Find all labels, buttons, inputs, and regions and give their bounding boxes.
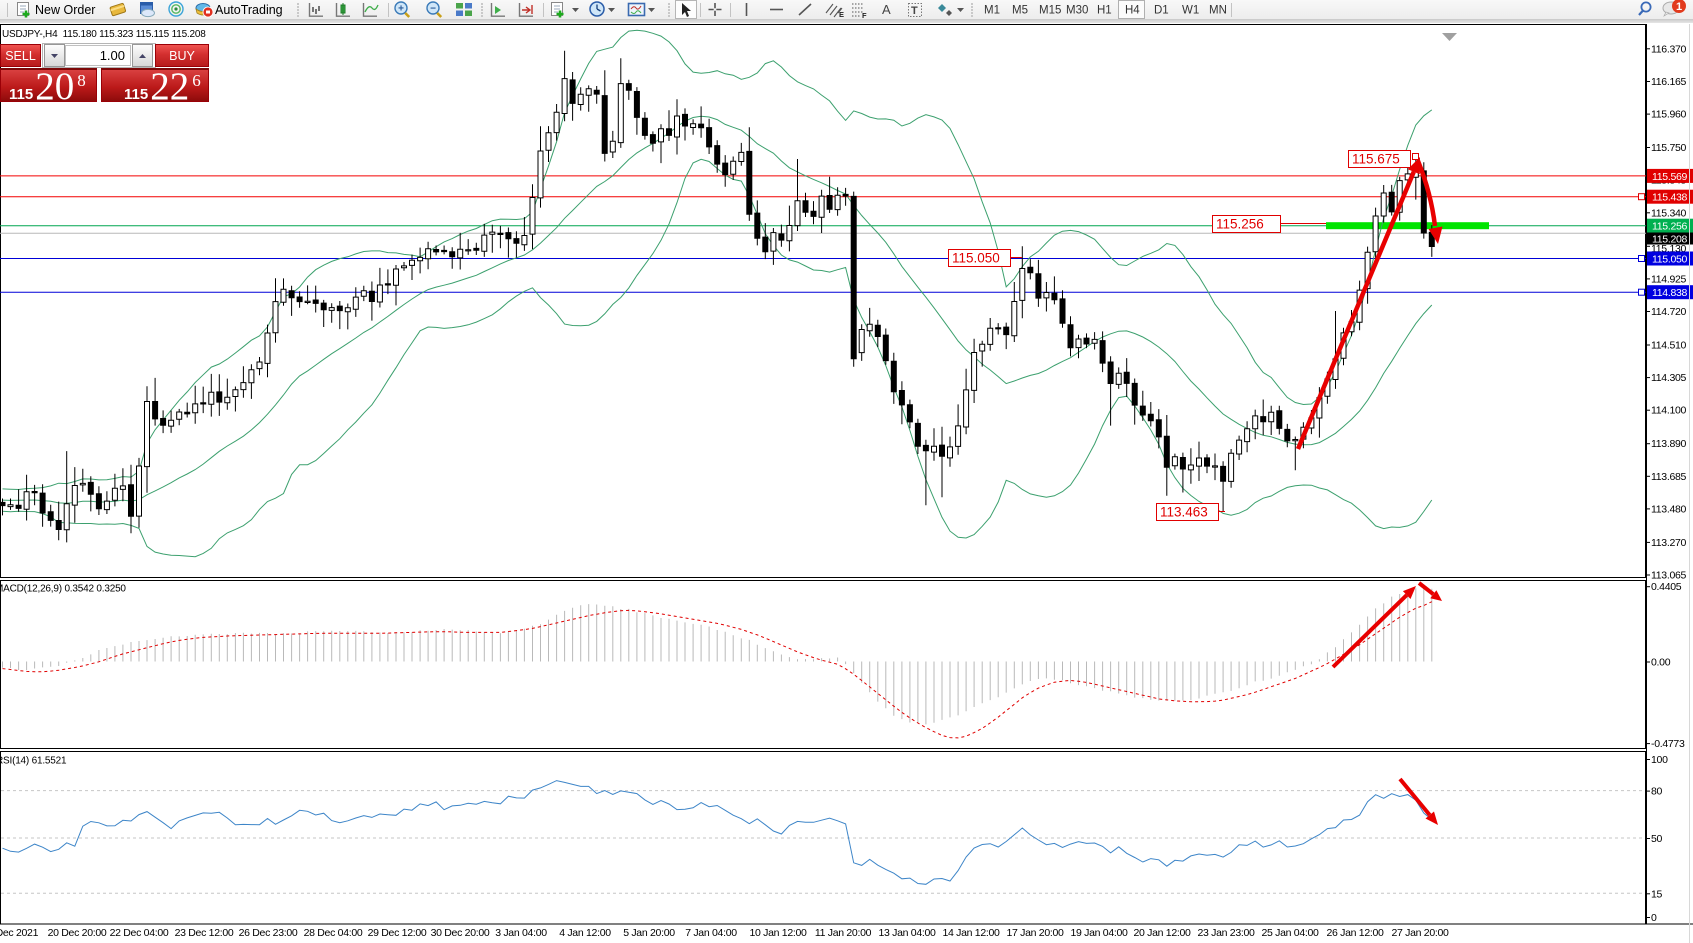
- svg-text:50: 50: [1651, 833, 1663, 845]
- svg-text:New Order: New Order: [35, 3, 95, 17]
- svg-text:1: 1: [1676, 1, 1682, 13]
- svg-text:5 Jan 20:00: 5 Jan 20:00: [623, 927, 675, 939]
- svg-text:113.065: 113.065: [1651, 570, 1687, 582]
- svg-text:29 Dec 12:00: 29 Dec 12:00: [368, 927, 427, 939]
- svg-text:113.890: 113.890: [1651, 438, 1687, 450]
- svg-text:23 Jan 23:00: 23 Jan 23:00: [1197, 927, 1255, 939]
- svg-text:116.165: 116.165: [1651, 76, 1687, 88]
- svg-text:0: 0: [1651, 912, 1657, 924]
- svg-text:113.463: 113.463: [1160, 505, 1208, 520]
- svg-text:114.100: 114.100: [1651, 405, 1687, 417]
- svg-text:AutoTrading: AutoTrading: [215, 3, 283, 17]
- svg-text:−: −: [430, 4, 436, 15]
- svg-text:MN: MN: [1209, 5, 1227, 17]
- svg-text:114.305: 114.305: [1651, 372, 1687, 384]
- svg-text:4 Jan 12:00: 4 Jan 12:00: [559, 927, 611, 939]
- svg-text:26 Dec 23:00: 26 Dec 23:00: [239, 927, 298, 939]
- svg-text:0.00: 0.00: [1651, 657, 1671, 669]
- svg-text:RSI(14) 61.5521: RSI(14) 61.5521: [0, 756, 67, 767]
- svg-text:MACD(12,26,9) 0.3542 0.3250: MACD(12,26,9) 0.3542 0.3250: [0, 584, 126, 595]
- svg-text:115.050: 115.050: [952, 251, 1000, 266]
- svg-text:M30: M30: [1066, 5, 1088, 17]
- svg-text:80: 80: [1651, 786, 1663, 798]
- svg-text:23 Dec 12:00: 23 Dec 12:00: [175, 927, 234, 939]
- svg-text:113.480: 113.480: [1651, 503, 1687, 515]
- svg-text:113.685: 113.685: [1651, 471, 1687, 483]
- svg-text:3 Jan 04:00: 3 Jan 04:00: [495, 927, 547, 939]
- svg-text:114.838: 114.838: [1652, 287, 1688, 299]
- svg-text:-0.4773: -0.4773: [1651, 738, 1685, 750]
- svg-text:22 Dec 04:00: 22 Dec 04:00: [110, 927, 169, 939]
- svg-text:28 Dec 04:00: 28 Dec 04:00: [304, 927, 363, 939]
- svg-text:30 Dec 20:00: 30 Dec 20:00: [431, 927, 490, 939]
- svg-text:115.438: 115.438: [1652, 192, 1688, 204]
- svg-text:26 Jan 12:00: 26 Jan 12:00: [1326, 927, 1384, 939]
- svg-text:F: F: [862, 11, 867, 20]
- svg-text:T: T: [911, 5, 918, 17]
- svg-text:19 Jan 04:00: 19 Jan 04:00: [1070, 927, 1128, 939]
- svg-text:100: 100: [1651, 754, 1668, 766]
- svg-text:0.4405: 0.4405: [1651, 581, 1682, 593]
- svg-text:115.050: 115.050: [1652, 254, 1688, 266]
- svg-text:M1: M1: [984, 5, 1000, 17]
- svg-text:15: 15: [1651, 888, 1663, 900]
- svg-text:116.370: 116.370: [1651, 43, 1687, 55]
- svg-text:20 Dec 20:00: 20 Dec 20:00: [48, 927, 107, 939]
- svg-text:17 Jan 20:00: 17 Jan 20:00: [1006, 927, 1064, 939]
- svg-text:115.675: 115.675: [1352, 152, 1400, 167]
- svg-text:E: E: [839, 10, 844, 19]
- svg-text:USDJPY-,H4 115.180 115.323 11: USDJPY-,H4 115.180 115.323 115.115 115.2…: [2, 29, 206, 40]
- svg-text:A: A: [882, 2, 891, 17]
- svg-text:113.270: 113.270: [1651, 537, 1687, 549]
- svg-text:H1: H1: [1097, 5, 1112, 17]
- svg-text:115.256: 115.256: [1652, 221, 1688, 233]
- svg-text:115.340: 115.340: [1651, 207, 1687, 219]
- svg-text:10 Jan 12:00: 10 Jan 12:00: [749, 927, 807, 939]
- svg-text:M5: M5: [1012, 5, 1028, 17]
- svg-text:115.750: 115.750: [1651, 142, 1687, 154]
- svg-text:20 Jan 12:00: 20 Jan 12:00: [1133, 927, 1191, 939]
- svg-text:114.925: 114.925: [1651, 273, 1687, 285]
- svg-text:115.569: 115.569: [1652, 171, 1688, 183]
- svg-text:115.256: 115.256: [1216, 217, 1264, 232]
- svg-text:13 Jan 04:00: 13 Jan 04:00: [878, 927, 936, 939]
- svg-text:M15: M15: [1039, 5, 1061, 17]
- svg-text:7 Jan 04:00: 7 Jan 04:00: [685, 927, 737, 939]
- svg-text:115.208: 115.208: [1652, 233, 1688, 245]
- svg-text:17 Dec 2021: 17 Dec 2021: [0, 927, 39, 939]
- svg-text:27 Jan 20:00: 27 Jan 20:00: [1391, 927, 1449, 939]
- svg-text:11 Jan 20:00: 11 Jan 20:00: [815, 927, 872, 939]
- svg-text:14 Jan 12:00: 14 Jan 12:00: [942, 927, 1000, 939]
- svg-text:114.510: 114.510: [1651, 340, 1687, 352]
- svg-text:D1: D1: [1154, 5, 1169, 17]
- svg-text:H4: H4: [1125, 5, 1140, 17]
- svg-text:W1: W1: [1182, 5, 1199, 17]
- svg-text:25 Jan 04:00: 25 Jan 04:00: [1261, 927, 1319, 939]
- svg-text:+: +: [398, 4, 404, 15]
- svg-text:114.720: 114.720: [1651, 306, 1687, 318]
- svg-text:115.960: 115.960: [1651, 109, 1687, 121]
